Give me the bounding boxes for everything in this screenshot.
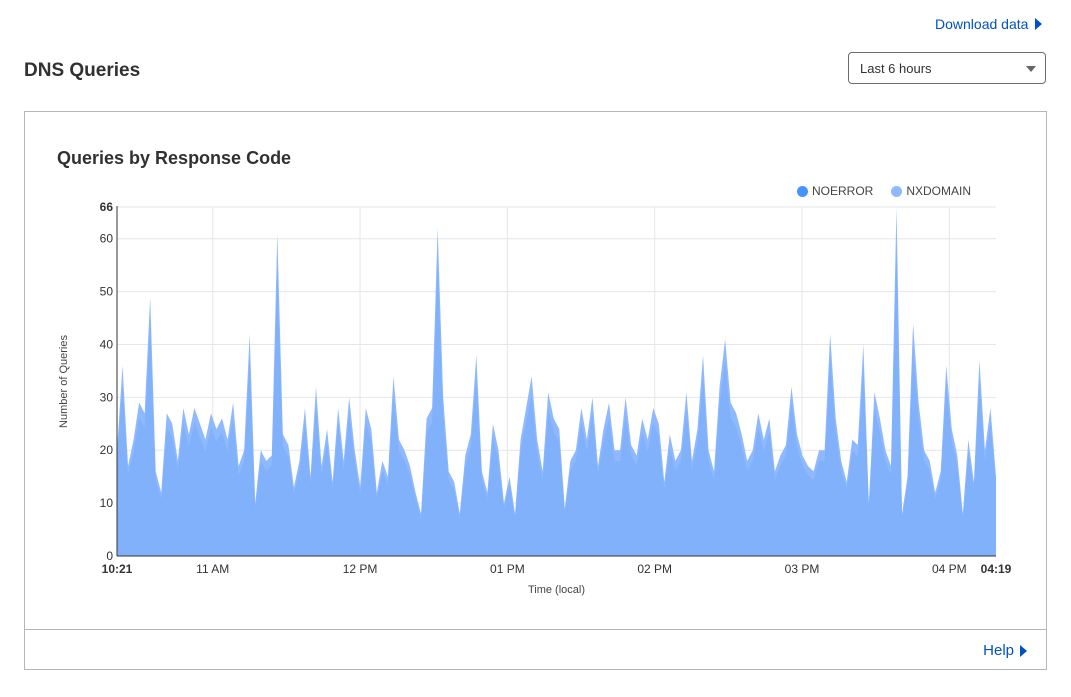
area-noerror [117,241,996,556]
x-tick-label: 03 PM [785,562,820,576]
x-tick-label: 02 PM [637,562,672,576]
chart-title: Queries by Response Code [57,148,292,168]
legend-item-noerror[interactable]: NOERROR [796,184,874,198]
y-tick-label: 0 [106,549,113,563]
y-tick-label: 20 [100,443,114,457]
x-axis-label: Time (local) [528,584,585,596]
caret-down-icon [1026,66,1036,72]
x-tick-label: 04 PM [932,562,967,576]
y-tick-label: 60 [100,232,114,246]
y-tick-label: 40 [100,337,114,351]
help-label: Help [983,642,1014,659]
x-tick-label: 01 PM [490,562,525,576]
time-range-value: Last 6 hours [860,60,932,76]
x-tick-label: 12 PM [343,562,378,576]
legend-dot-icon [891,185,903,197]
legend-label-noerror: NOERROR [811,184,874,198]
chart-card: Queries by Response Code NOERROR NXDOMAI… [24,111,1047,670]
x-tick-label: 04:19 [981,562,1012,576]
x-tick-label: 10:21 [102,562,133,576]
y-tick-label: 30 [100,390,114,404]
page-title: DNS Queries [24,60,141,81]
y-tick-label: 66 [100,200,114,214]
caret-right-icon [1035,18,1043,30]
help-link[interactable]: Help [983,642,1027,659]
time-range-select[interactable]: Last 6 hours [848,52,1046,84]
y-tick-label: 50 [100,285,114,299]
download-data-label: Download data [935,16,1029,32]
legend-label-nxdomain: NXDOMAIN [906,184,971,198]
chart-legend: NOERROR NXDOMAIN [796,184,971,198]
legend-dot-icon [796,185,808,197]
y-tick-label: 10 [100,496,114,510]
x-tick-label: 11 AM [196,562,229,576]
legend-item-nxdomain[interactable]: NXDOMAIN [891,184,971,198]
download-data-link[interactable]: Download data [935,16,1043,32]
card-divider [25,629,1046,630]
queries-area-chart[interactable]: 0 10 20 30 40 50 60 66 10:21 11 AM 12 PM 01 PM 02 PM… [25,112,1046,627]
caret-right-icon [1020,644,1027,657]
y-axis-label: Number of Queries [58,335,70,428]
